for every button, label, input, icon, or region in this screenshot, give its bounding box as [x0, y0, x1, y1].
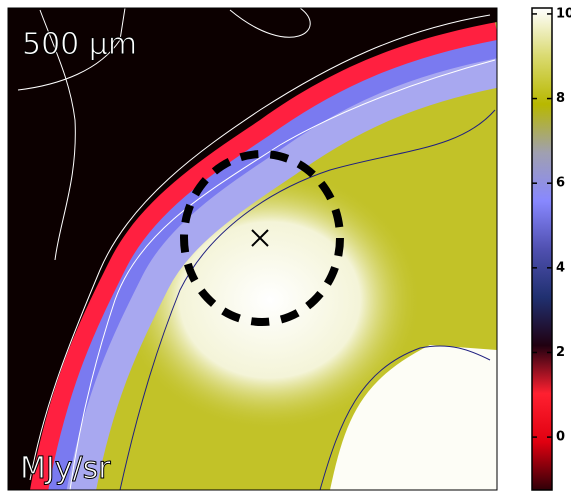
- colorbar-tick-label: 2: [556, 345, 565, 360]
- colorbar-tick-label: 4: [556, 260, 565, 275]
- contours: [17, 8, 496, 490]
- wavelength-label: 500 μm: [22, 27, 137, 62]
- colorbar-tick-label: 6: [556, 176, 565, 191]
- unit-label: MJy/sr: [20, 451, 111, 486]
- colorbar-tick-label: 10: [556, 6, 571, 21]
- colorbar: [531, 7, 553, 491]
- bright-region: [330, 345, 497, 490]
- aperture-circle: [180, 150, 344, 326]
- colorbar-tick-label: 8: [556, 91, 565, 106]
- map-frame: [7, 7, 498, 491]
- colorbar-tick-label: 0: [556, 430, 565, 445]
- source-marker: [251, 229, 269, 247]
- dark-region: [8, 8, 497, 490]
- map: [8, 8, 497, 490]
